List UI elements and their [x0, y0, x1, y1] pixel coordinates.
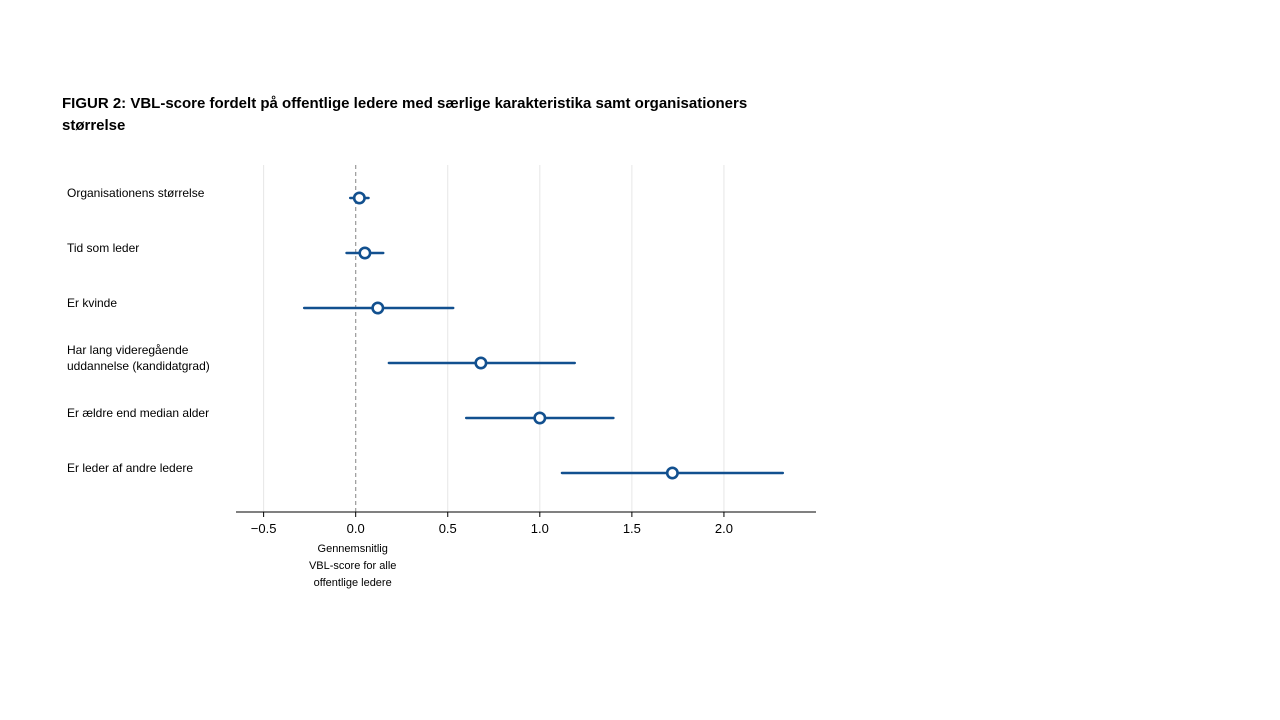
category-label-line: Er leder af andre ledere — [67, 461, 193, 475]
category-label: Organisationens størrelse — [67, 186, 205, 200]
reference-line-label-line: Gennemsnitlig — [318, 543, 388, 555]
category-label-line: Er ældre end median alder — [67, 406, 209, 420]
category-label: Har lang videregående uddannelse (kandida… — [67, 343, 210, 373]
x-tick-label: 0.5 — [439, 521, 457, 536]
category-label-line: uddannelse (kandidatgrad) — [67, 359, 210, 373]
x-tick-label: 1.0 — [531, 521, 549, 536]
point-estimate — [665, 466, 679, 480]
category-label: Er ældre end median alder — [67, 406, 209, 420]
x-axis: −0.5 0.0 0.5 1.0 1.5 2.0 — [236, 511, 816, 536]
category-label-line: Tid som leder — [67, 241, 139, 255]
point-estimate — [533, 411, 547, 425]
x-tick-label: −0.5 — [251, 521, 277, 536]
category-label: Er leder af andre ledere — [67, 461, 193, 475]
category-label-line: Organisationens størrelse — [67, 186, 205, 200]
point-estimate — [352, 191, 366, 205]
reference-line-group: Gennemsnitlig VBL-score for alle offentlig… — [309, 165, 396, 589]
point-estimate — [371, 301, 385, 315]
data-marks — [302, 191, 785, 480]
category-label: Er kvinde — [67, 296, 117, 310]
category-label-line: Har lang videregående — [67, 343, 189, 357]
reference-line-label-line: offentlige ledere — [314, 577, 392, 589]
grid-lines — [263, 165, 725, 512]
x-tick-label: 2.0 — [715, 521, 733, 536]
category-label: Tid som leder — [67, 241, 139, 255]
category-label-line: Er kvinde — [67, 296, 117, 310]
chart-title: FIGUR 2: VBL-score fordelt på offentlige… — [62, 95, 748, 134]
x-tick-label: 1.5 — [623, 521, 641, 536]
category-labels: Organisationens størrelse Tid som leder Er… — [67, 186, 210, 475]
reference-line-label: Gennemsnitlig VBL-score for alle offentlig… — [309, 543, 396, 589]
point-estimate — [358, 246, 372, 260]
reference-line-label-line: VBL-score for alle — [309, 560, 396, 572]
point-estimate — [474, 356, 488, 370]
x-tick-label: 0.0 — [347, 521, 365, 536]
